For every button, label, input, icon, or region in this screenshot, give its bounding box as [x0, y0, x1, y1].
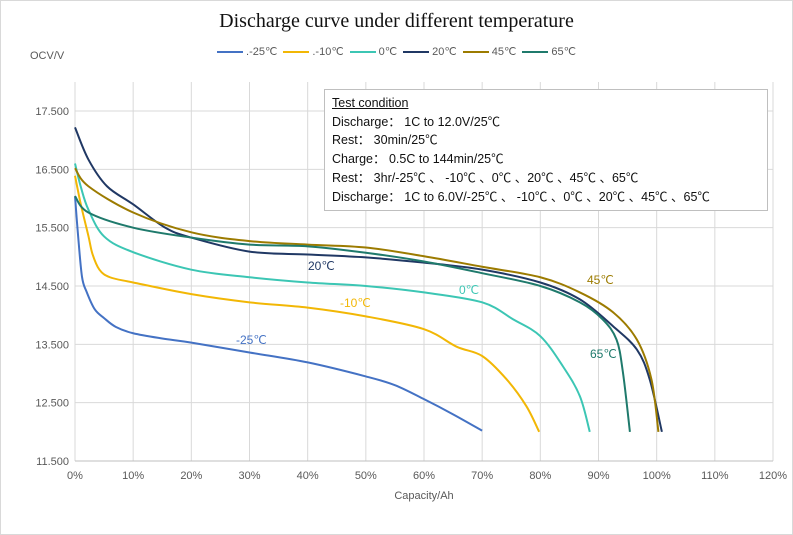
legend-swatch [403, 50, 430, 53]
x-tick-label: 110% [701, 470, 729, 482]
legend-label: .-25℃ [246, 46, 278, 58]
legend-label: 65℃ [551, 46, 576, 58]
legend-item: 45℃ [462, 45, 517, 58]
test-condition-line: Rest： 3hr/-25℃ 、 -10℃ 、0℃ 、20℃ 、45℃ 、65℃ [332, 170, 639, 185]
x-tick-label: 60% [413, 470, 435, 482]
series-data-label: 45℃ [587, 273, 614, 287]
series-data-label: 0℃ [459, 283, 479, 297]
y-tick-label: 16.500 [35, 164, 69, 176]
legend-swatch [462, 50, 489, 53]
test-condition-title: Test condition [332, 96, 409, 110]
series-data-label: -10℃ [340, 296, 371, 310]
legend-label: 20℃ [432, 46, 457, 58]
legend-item: .-25℃ [217, 45, 277, 58]
legend-swatch [522, 50, 549, 53]
series-line [74, 196, 483, 432]
x-tick-label: 50% [355, 470, 377, 482]
series-line [74, 175, 541, 433]
legend-swatch [217, 50, 244, 53]
series-line [74, 167, 660, 432]
legend-label: 0℃ [378, 46, 398, 58]
chart-title: Discharge curve under different temperat… [219, 10, 574, 32]
test-condition-line: Charge： 0.5C to 144min/25℃ [332, 152, 504, 167]
legend-label: 45℃ [491, 46, 517, 58]
legend-item: 65℃ [522, 45, 576, 58]
x-tick-label: 20% [180, 470, 202, 482]
x-tick-label: 40% [297, 470, 319, 482]
y-axis-label: OCV/V [30, 50, 65, 62]
series-data-label: 20℃ [308, 259, 335, 273]
x-tick-label: 100% [643, 470, 671, 482]
legend-swatch [349, 50, 376, 53]
y-tick-label: 13.500 [35, 339, 69, 351]
x-tick-label: 0% [67, 470, 83, 482]
y-tick-label: 11.500 [36, 456, 69, 468]
legend-swatch [283, 50, 310, 53]
legend-item: .-10℃ [283, 45, 344, 58]
test-condition-box: Test condition Discharge： 1C to 12.0V/25… [324, 89, 768, 211]
x-tick-label: 80% [529, 470, 551, 482]
legend-item: 20℃ [403, 45, 457, 58]
x-axis-label: Capacity/Ah [394, 490, 454, 502]
x-tick-label: 10% [122, 470, 144, 482]
series-line [74, 126, 663, 433]
series-data-label: -25℃ [236, 333, 267, 347]
series-line [74, 195, 631, 432]
y-tick-label: 14.500 [35, 281, 69, 293]
legend-item: 0℃ [349, 45, 398, 58]
test-condition-line: Rest： 30min/25℃ [332, 133, 438, 148]
series-data-label: 65℃ [590, 347, 617, 361]
x-tick-label: 90% [587, 470, 609, 482]
test-condition-line: Discharge： 1C to 6.0V/-25℃ 、 -10℃ 、0℃ 、2… [332, 189, 710, 204]
series-line [74, 163, 591, 433]
test-condition-line: Discharge： 1C to 12.0V/25℃ [332, 114, 501, 129]
x-tick-label: 30% [238, 470, 260, 482]
legend: .-25℃ .-10℃ 0℃ 20℃ 45℃ 65℃ [0, 45, 793, 58]
y-tick-label: 17.500 [35, 106, 69, 118]
x-tick-label: 120% [759, 470, 787, 482]
y-tick-label: 12.500 [35, 398, 69, 410]
legend-label: .-10℃ [312, 46, 344, 58]
x-tick-label: 70% [471, 470, 493, 482]
y-tick-label: 15.500 [35, 223, 69, 235]
